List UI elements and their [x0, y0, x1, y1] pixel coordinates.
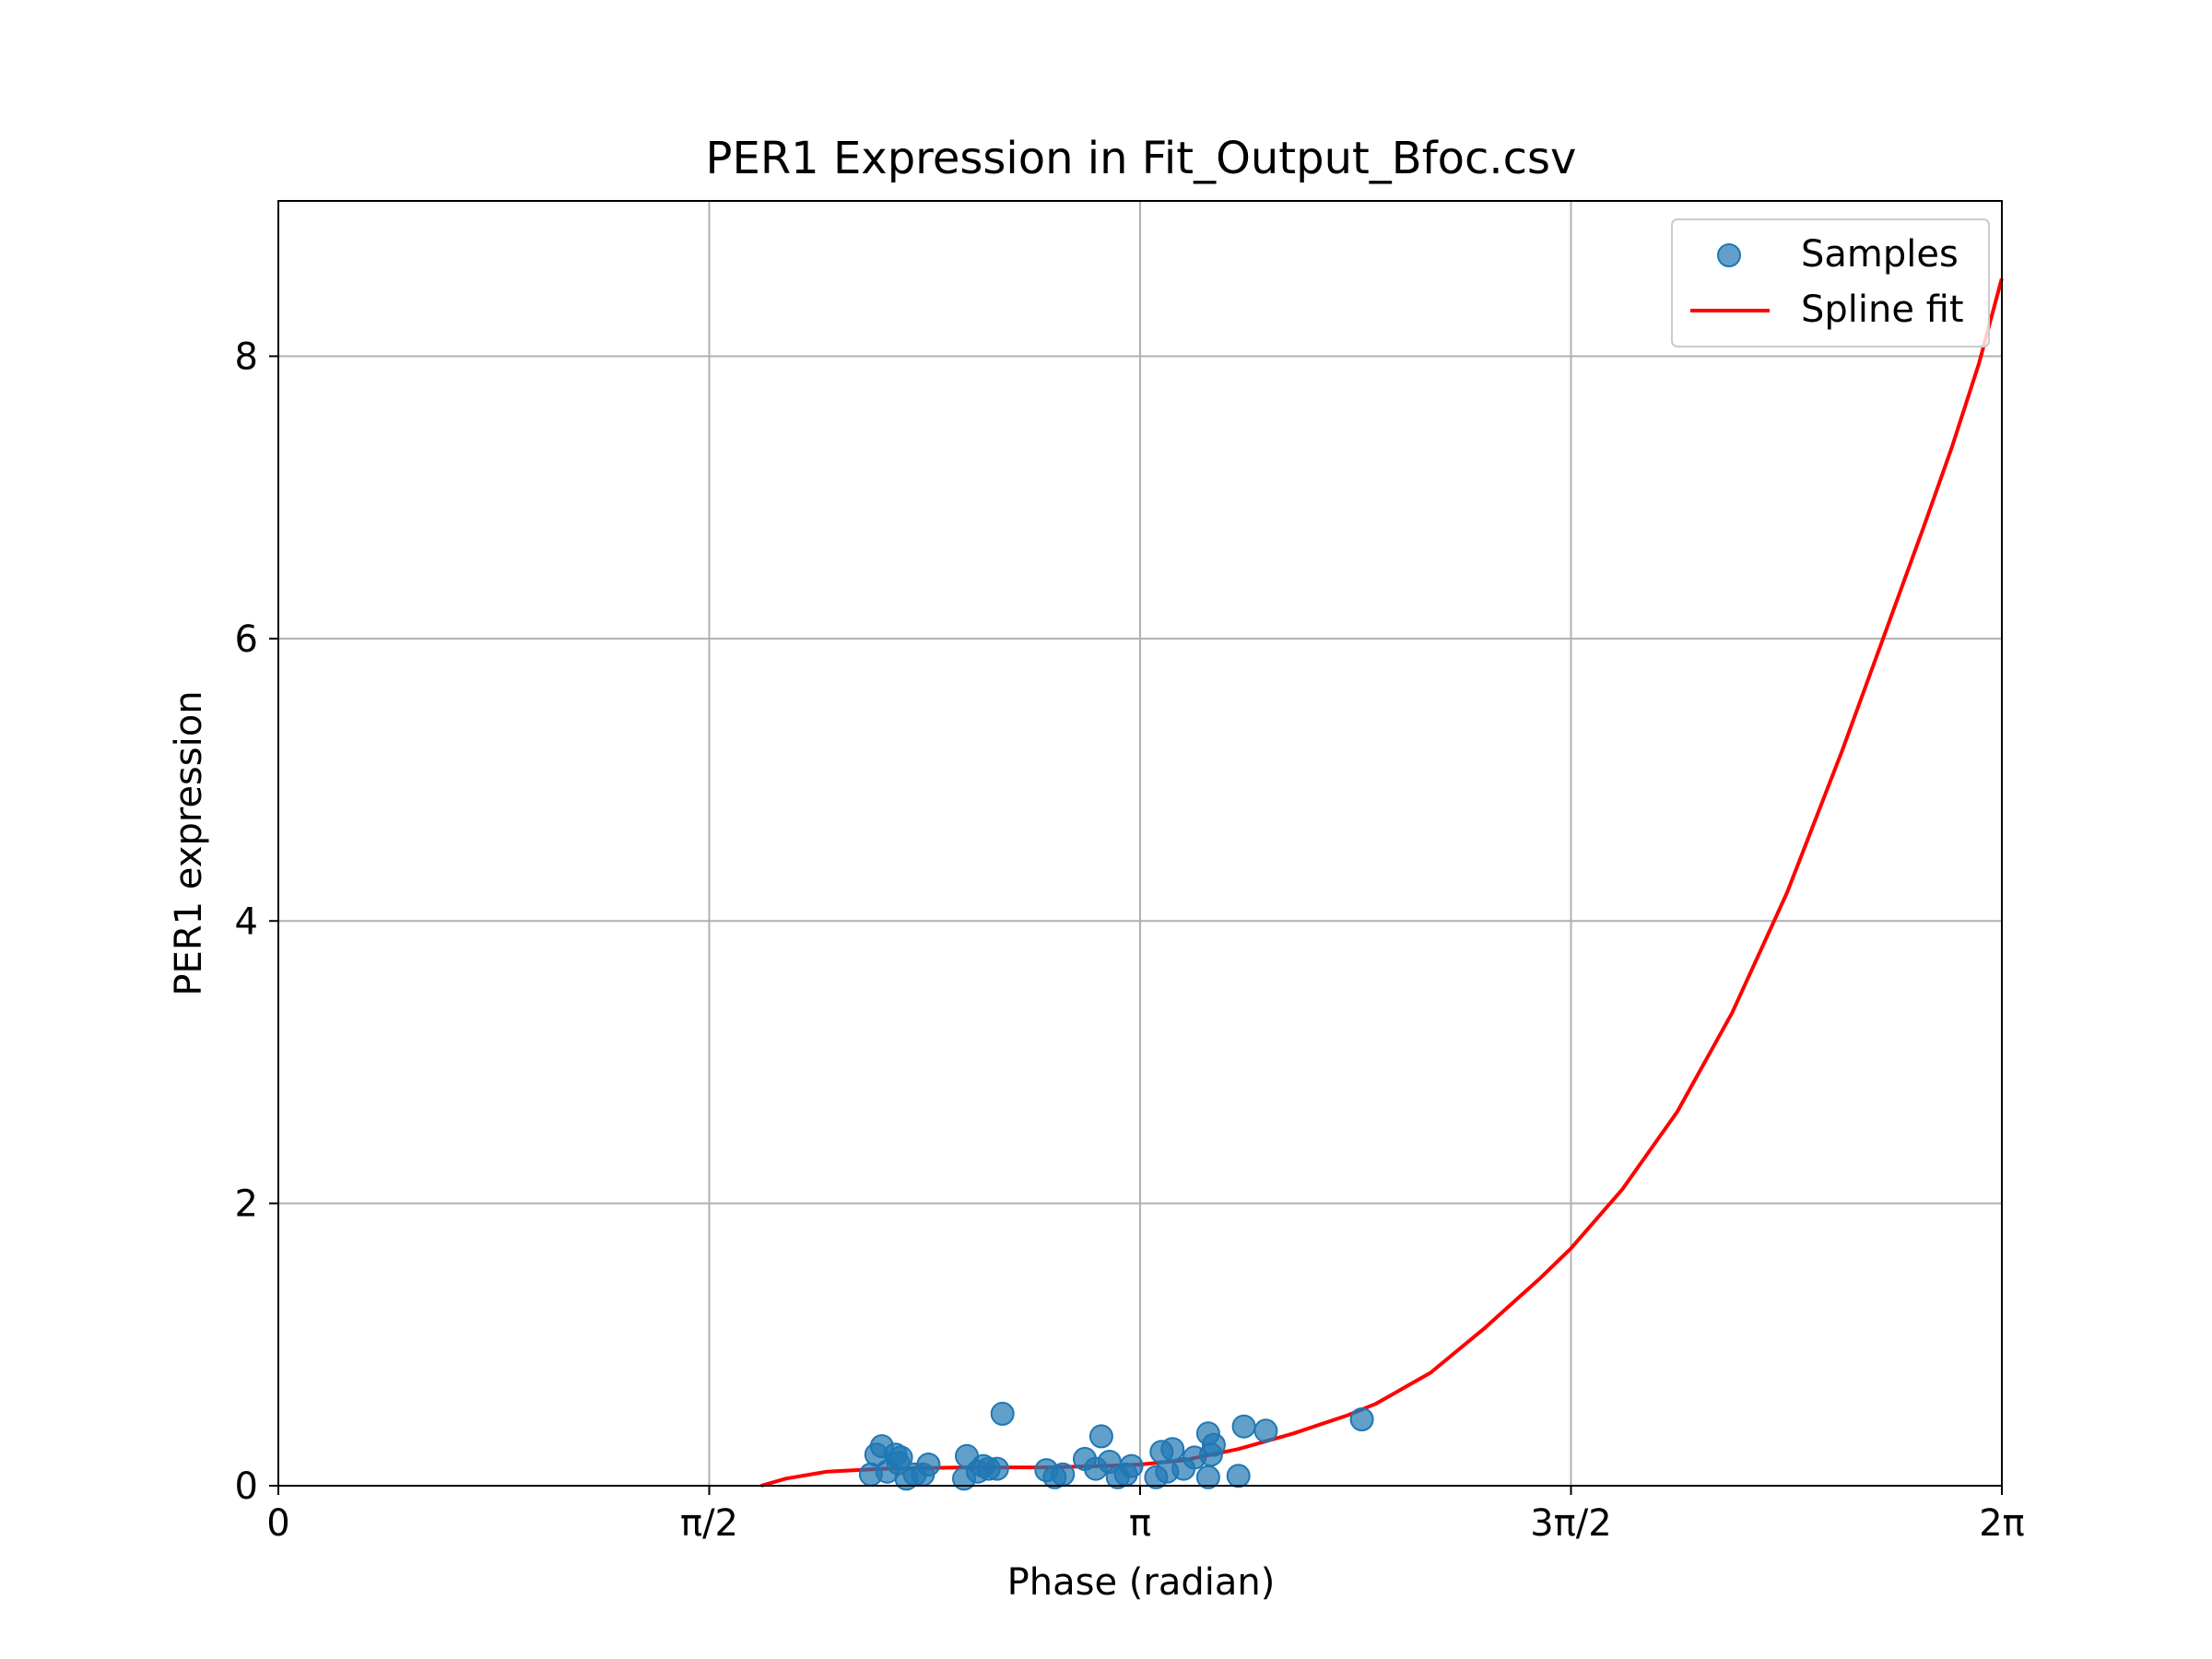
legend-spline-fit-label: Spline fit [1801, 288, 1964, 331]
x-tick-label: 3π/2 [1530, 1502, 1611, 1545]
sample-point [1088, 1424, 1113, 1449]
y-tick-label: 2 [235, 1183, 258, 1226]
legend: Samples Spline fit [1671, 218, 1990, 347]
x-axis-ticks: 0 π/2 π 3π/2 2π [266, 1486, 2025, 1545]
x-tick-label: π [1129, 1502, 1151, 1545]
y-tick-label: 6 [235, 618, 258, 661]
legend-box [1671, 218, 1990, 347]
sample-point [990, 1401, 1015, 1426]
x-tick-label: 2π [1979, 1502, 2025, 1545]
sample-point [1119, 1453, 1144, 1478]
x-axis-label: Phase (radian) [1007, 1561, 1276, 1604]
x-tick-label: 0 [266, 1502, 289, 1545]
sample-point [1160, 1437, 1185, 1462]
sample-point [1051, 1462, 1076, 1487]
sample-point [1253, 1418, 1278, 1443]
x-tick-label: π/2 [680, 1502, 738, 1545]
y-tick-label: 8 [235, 336, 258, 379]
legend-samples-marker [1717, 243, 1741, 267]
legend-samples-label: Samples [1801, 233, 1959, 276]
y-tick-label: 0 [235, 1465, 258, 1508]
sample-point [916, 1453, 941, 1477]
sample-point [1349, 1407, 1374, 1431]
sample-point [984, 1456, 1009, 1481]
sample-point [1231, 1414, 1256, 1439]
samples-layer [858, 1401, 1374, 1491]
sample-point [1201, 1432, 1226, 1457]
y-axis-ticks: 0 2 4 6 8 [235, 336, 278, 1508]
y-axis-label: PER1 expression [168, 690, 210, 995]
sample-point [1226, 1464, 1251, 1488]
y-tick-label: 4 [235, 900, 258, 943]
chart-title: PER1 Expression in Fit_Output_Bfoc.csv [706, 133, 1577, 184]
